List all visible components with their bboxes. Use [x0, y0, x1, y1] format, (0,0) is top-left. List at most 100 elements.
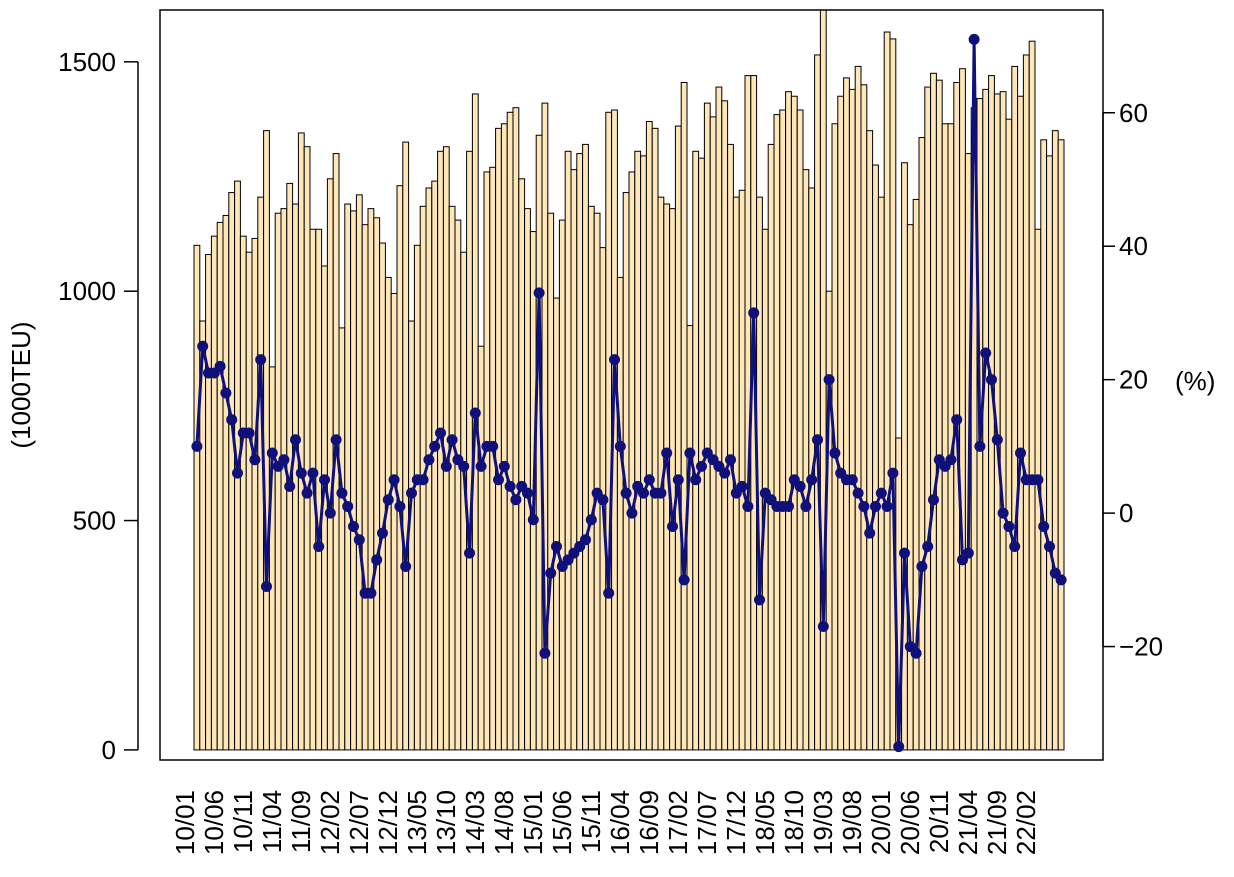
y-tick-label: 500 — [73, 506, 116, 536]
line-point — [1032, 474, 1044, 486]
line-point — [1003, 520, 1015, 532]
x-tick-label: 19/03 — [808, 790, 838, 855]
y2-tick-label: 40 — [1119, 231, 1148, 261]
bar — [715, 86, 723, 751]
line-point — [690, 474, 702, 486]
line-point — [603, 587, 615, 599]
bar — [889, 38, 897, 751]
line-point — [400, 560, 412, 572]
bar — [1040, 139, 1048, 751]
line-point — [539, 647, 551, 659]
bar — [854, 65, 862, 751]
line-point — [875, 487, 887, 499]
line-point — [406, 487, 417, 499]
y-tick-label: 1500 — [58, 47, 116, 77]
line-point — [754, 594, 765, 606]
bar — [448, 205, 456, 751]
line-point — [522, 487, 533, 499]
line-point — [353, 534, 365, 546]
bar — [495, 127, 502, 751]
bar — [680, 81, 688, 751]
bar — [512, 107, 520, 751]
x-tick-label: 15/06 — [547, 790, 577, 855]
bar — [367, 208, 375, 751]
x-tick-label: 17/12 — [721, 790, 751, 855]
line-point — [748, 307, 760, 319]
line-point — [823, 374, 835, 386]
bar — [872, 164, 879, 751]
line-point — [881, 500, 893, 512]
bar — [355, 194, 363, 751]
bar — [547, 212, 555, 751]
bar — [790, 95, 798, 751]
line-point — [620, 487, 632, 499]
bar — [593, 212, 601, 751]
bar — [843, 77, 850, 751]
bar — [344, 203, 352, 751]
bar — [651, 127, 659, 751]
line-point — [458, 460, 470, 472]
line-point — [284, 480, 296, 492]
bar — [628, 171, 636, 751]
line-point — [446, 434, 458, 446]
line-point — [997, 507, 1009, 519]
bar — [703, 102, 711, 751]
y-tick-label: 0 — [102, 735, 116, 765]
x-tick-label: 16/09 — [634, 790, 664, 855]
line-point — [440, 460, 452, 472]
bar — [686, 325, 694, 751]
bar — [402, 141, 410, 751]
bar — [883, 31, 891, 751]
line-point — [469, 407, 481, 419]
x-tick-label: 12/02 — [315, 790, 345, 855]
line-point — [643, 474, 655, 486]
line-point — [783, 500, 794, 512]
line-point — [638, 487, 649, 499]
bar — [738, 189, 746, 751]
bars — [193, 10, 1065, 751]
line-point — [295, 467, 307, 479]
line-point — [249, 454, 261, 466]
line-point — [533, 287, 545, 299]
line-point — [916, 560, 928, 572]
line-point — [232, 467, 243, 479]
line-point — [812, 434, 823, 446]
line-point — [910, 647, 922, 659]
line-point — [371, 554, 383, 566]
bar — [924, 86, 932, 751]
x-tick-label: 12/12 — [373, 790, 403, 855]
bar — [239, 235, 247, 751]
line-point — [290, 434, 301, 446]
bar — [959, 68, 966, 751]
line-point — [220, 387, 232, 399]
bar — [431, 180, 439, 751]
bar — [721, 100, 729, 751]
line-point — [435, 427, 446, 439]
x-tick-label: 22/02 — [1011, 790, 1041, 855]
line-point — [1015, 447, 1026, 459]
x-tick-label: 18/10 — [779, 790, 809, 855]
line-point — [870, 500, 881, 512]
line-point — [197, 340, 209, 352]
x-tick-label: 15/01 — [518, 790, 548, 855]
bar — [1057, 139, 1065, 751]
bar — [645, 120, 653, 751]
line-point — [226, 414, 238, 426]
x-tick-label: 13/05 — [402, 790, 432, 855]
line-point — [736, 480, 748, 492]
line-point — [655, 487, 667, 499]
line-point — [597, 494, 609, 506]
bar — [930, 72, 937, 751]
x-tick-label: 14/08 — [489, 790, 519, 855]
x-tick-label: 10/06 — [199, 790, 229, 855]
line-point — [887, 467, 899, 479]
line-point — [348, 520, 359, 532]
line-point — [388, 474, 400, 486]
bar — [1028, 40, 1036, 751]
line-point — [342, 500, 354, 512]
bar — [1051, 130, 1059, 751]
line-point — [678, 574, 690, 586]
bar — [1005, 118, 1013, 751]
line-point — [475, 460, 487, 472]
line-point — [1044, 540, 1055, 552]
